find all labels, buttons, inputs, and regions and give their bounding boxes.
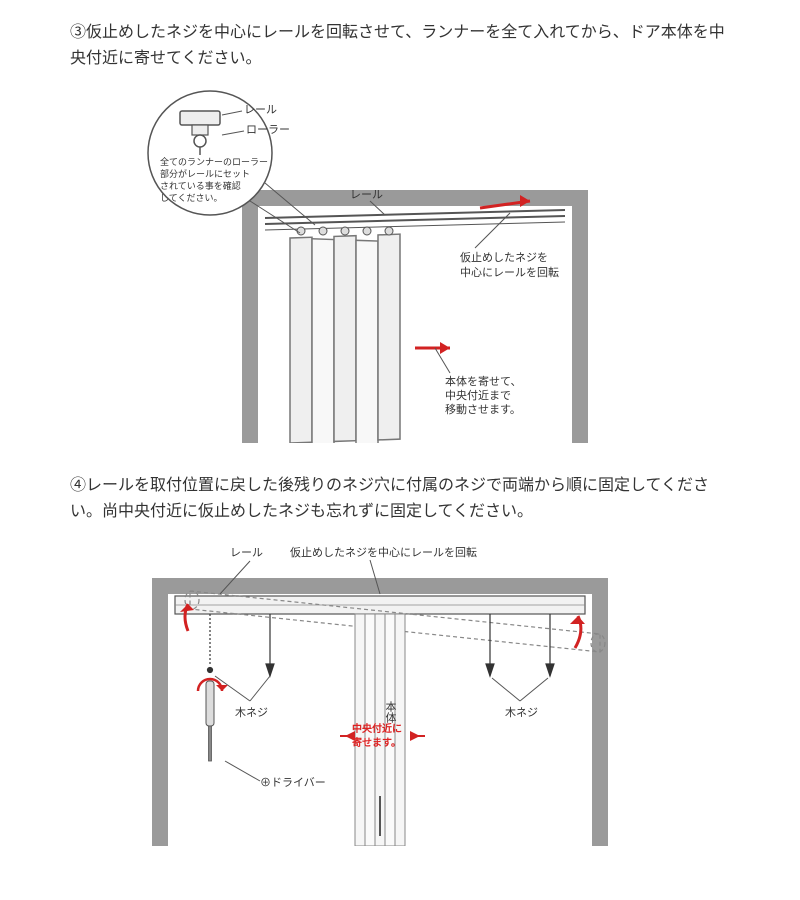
callout-line4: してください。: [160, 193, 222, 203]
label-rail-callout: レール: [244, 104, 277, 116]
step3-diagram: レール ローラー 全てのランナーのローラー 部分がレールにセット されている事を…: [130, 83, 610, 443]
label-rail-main: レール: [350, 189, 383, 201]
wood-screw-left: 木ネジ: [235, 706, 268, 719]
driver-label: ⊕ドライバー: [260, 776, 326, 789]
callout-line3: されている事を確認: [160, 180, 241, 191]
rail-top-label: レール: [230, 547, 263, 559]
rotate-note-l2: 中心にレールを回転: [460, 266, 559, 279]
rotate-top-note: 仮止めしたネジを中心にレールを回転: [290, 546, 477, 559]
callout-line1: 全てのランナーのローラー: [160, 156, 268, 167]
step4-diagram-container: 木ネジ 木ネジ ⊕ドライバー 本体 中央付近に: [70, 536, 730, 846]
center-note-l1: 中央付近に: [352, 722, 402, 735]
rotate-note-l1: 仮止めしたネジを: [460, 251, 548, 264]
body-note-l3: 移動させます。: [445, 402, 521, 416]
label-roller-callout: ローラー: [246, 124, 290, 136]
body-note-l1: 本体を寄せて、: [445, 374, 521, 388]
center-note-l2: 寄せます。: [352, 736, 401, 749]
callout-line2: 部分がレールにセット: [160, 168, 250, 179]
step3-text: ③仮止めしたネジを中心にレールを回転させて、ランナーを全て入れてから、ドア本体を…: [70, 20, 730, 71]
step3-diagram-container: レール ローラー 全てのランナーのローラー 部分がレールにセット されている事を…: [70, 83, 730, 443]
wood-screw-right: 木ネジ: [505, 706, 538, 719]
step4-diagram: 木ネジ 木ネジ ⊕ドライバー 本体 中央付近に: [130, 536, 630, 846]
body-note-l2: 中央付近まで: [445, 389, 511, 402]
step4-text: ④レールを取付位置に戻した後残りのネジ穴に付属のネジで両端から順に固定してくださ…: [70, 473, 730, 524]
body-label: 本体: [384, 700, 397, 723]
